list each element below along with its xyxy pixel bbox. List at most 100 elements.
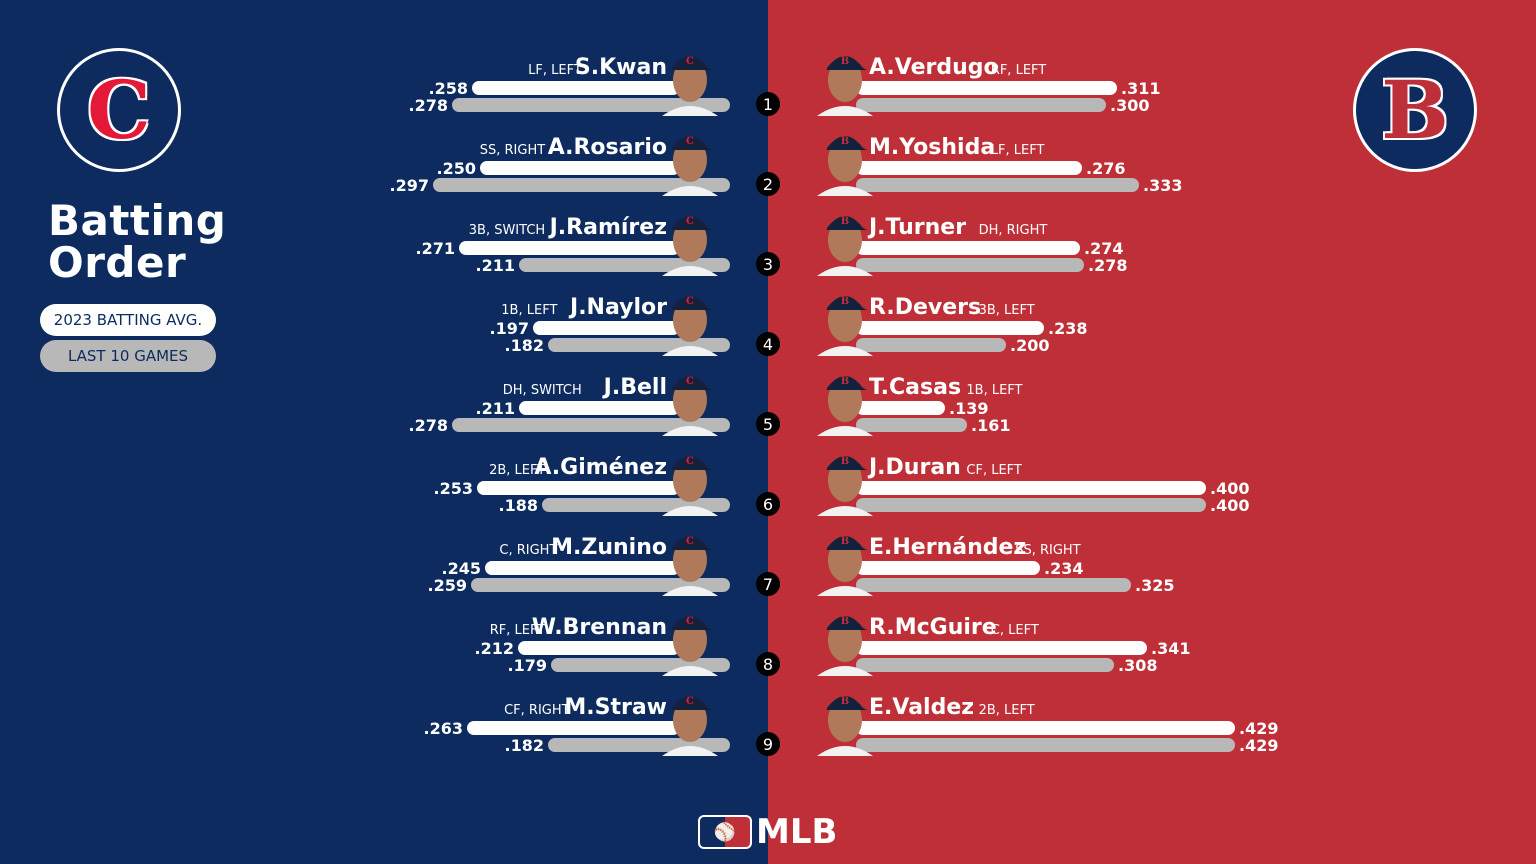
label-season-left: .212 bbox=[475, 639, 514, 658]
player-position-right: DH, RIGHT bbox=[979, 223, 1048, 238]
bar-season-right bbox=[856, 561, 1040, 575]
label-last10-right: .200 bbox=[1010, 336, 1049, 355]
label-season-right: .234 bbox=[1044, 559, 1083, 578]
bar-last10-left bbox=[471, 578, 730, 592]
player-headshot-right-part: B bbox=[841, 216, 849, 227]
player-headshot-right: B bbox=[817, 136, 873, 196]
label-season-left: .258 bbox=[429, 79, 468, 98]
player-headshot-right: B bbox=[817, 456, 873, 516]
player-position-right: RF, LEFT bbox=[991, 63, 1046, 78]
label-last10-left: .179 bbox=[508, 656, 547, 675]
label-season-left: .250 bbox=[437, 159, 476, 178]
order-number: 2 bbox=[763, 175, 773, 194]
player-headshot-right-part: B bbox=[841, 136, 849, 147]
player-headshot-right-part bbox=[817, 346, 873, 356]
player-headshot-left-part bbox=[662, 186, 718, 196]
player-name-right: R.Devers bbox=[869, 295, 981, 320]
order-number: 6 bbox=[763, 495, 773, 514]
player-headshot-right-part bbox=[827, 216, 867, 230]
bar-season-left bbox=[518, 641, 680, 655]
player-headshot-left-part: C bbox=[686, 696, 694, 707]
player-name-left: M.Straw bbox=[564, 695, 667, 720]
bar-season-left bbox=[480, 161, 680, 175]
player-headshot-left: C bbox=[662, 536, 718, 596]
bar-season-right bbox=[856, 401, 945, 415]
mlb-batter-icon: ⚾ bbox=[698, 815, 752, 849]
order-badge bbox=[756, 92, 780, 116]
player-headshot-left-part: C bbox=[686, 616, 694, 627]
label-season-right: .274 bbox=[1084, 239, 1123, 258]
bar-last10-right bbox=[856, 178, 1139, 192]
label-season-right: .311 bbox=[1121, 79, 1160, 98]
label-last10-right: .400 bbox=[1210, 496, 1249, 515]
label-last10-left: .278 bbox=[409, 416, 448, 435]
label-last10-left: .278 bbox=[409, 96, 448, 115]
bar-last10-right bbox=[856, 418, 967, 432]
player-headshot-right-part bbox=[827, 536, 867, 550]
label-last10-right: .161 bbox=[971, 416, 1010, 435]
player-position-left: LF, LEFT bbox=[528, 63, 582, 78]
player-headshot-left-part bbox=[662, 106, 718, 116]
player-headshot-left-part bbox=[662, 746, 718, 756]
player-position-left: CF, RIGHT bbox=[504, 703, 570, 718]
player-name-right: T.Casas bbox=[869, 375, 961, 400]
order-number: 1 bbox=[763, 95, 773, 114]
label-last10-right: .333 bbox=[1143, 176, 1182, 195]
player-headshot-left: C bbox=[662, 616, 718, 676]
order-number: 7 bbox=[763, 575, 773, 594]
player-headshot-left-part bbox=[672, 696, 712, 710]
player-position-right: C, LEFT bbox=[991, 623, 1039, 638]
legend-season-avg: 2023 BATTING AVG. bbox=[40, 304, 216, 336]
bar-season-right bbox=[856, 641, 1147, 655]
order-badge bbox=[756, 732, 780, 756]
bar-season-right bbox=[856, 321, 1044, 335]
player-headshot-left-part: C bbox=[686, 376, 694, 387]
guardians-logo-letter: C bbox=[87, 63, 151, 157]
order-badge bbox=[756, 572, 780, 596]
player-headshot-left: C bbox=[662, 376, 718, 436]
bar-season-left bbox=[485, 561, 680, 575]
player-headshot-right: B bbox=[817, 296, 873, 356]
red-sox-logo: B bbox=[1353, 48, 1477, 172]
player-position-left: 2B, LEFT bbox=[489, 463, 545, 478]
player-headshot-left-part bbox=[672, 136, 712, 150]
player-headshot-left-part: C bbox=[686, 296, 694, 307]
label-last10-left: .211 bbox=[476, 256, 515, 275]
bar-season-right bbox=[856, 161, 1082, 175]
bar-season-right bbox=[856, 81, 1117, 95]
player-headshot-right-part: B bbox=[841, 536, 849, 547]
player-headshot-right-part bbox=[827, 696, 867, 710]
order-badge bbox=[756, 652, 780, 676]
order-number: 8 bbox=[763, 655, 773, 674]
bar-season-left bbox=[467, 721, 680, 735]
player-name-left: A.Giménez bbox=[534, 455, 667, 480]
player-name-left: A.Rosario bbox=[548, 135, 667, 160]
bar-last10-right bbox=[856, 738, 1235, 752]
label-season-right: .139 bbox=[949, 399, 988, 418]
player-headshot-right-part bbox=[827, 136, 867, 150]
player-headshot-left-part bbox=[672, 536, 712, 550]
player-headshot-left-part bbox=[672, 456, 712, 470]
mlb-wordmark: MLB bbox=[756, 812, 838, 852]
bar-last10-right bbox=[856, 658, 1114, 672]
label-last10-left: .259 bbox=[428, 576, 467, 595]
bar-season-left bbox=[477, 481, 680, 495]
player-name-right: J.Duran bbox=[867, 455, 961, 480]
player-position-right: SS, RIGHT bbox=[1015, 543, 1080, 558]
player-headshot-left-part bbox=[662, 426, 718, 436]
label-season-right: .276 bbox=[1086, 159, 1125, 178]
bar-season-right bbox=[856, 241, 1080, 255]
player-headshot-right-part bbox=[827, 296, 867, 310]
player-position-left: SS, RIGHT bbox=[480, 143, 545, 158]
player-headshot-left-part bbox=[662, 506, 718, 516]
player-headshot-left-part bbox=[662, 586, 718, 596]
player-headshot-right-part bbox=[817, 186, 873, 196]
player-headshot-left-part: C bbox=[686, 216, 694, 227]
legend-last-10-games: LAST 10 GAMES bbox=[40, 340, 216, 372]
player-position-left: RF, LEFT bbox=[490, 623, 545, 638]
label-season-right: .400 bbox=[1210, 479, 1249, 498]
label-last10-left: .182 bbox=[505, 336, 544, 355]
player-headshot-right: B bbox=[817, 696, 873, 756]
order-number: 4 bbox=[763, 335, 773, 354]
player-name-right: E.Hernández bbox=[869, 535, 1026, 560]
